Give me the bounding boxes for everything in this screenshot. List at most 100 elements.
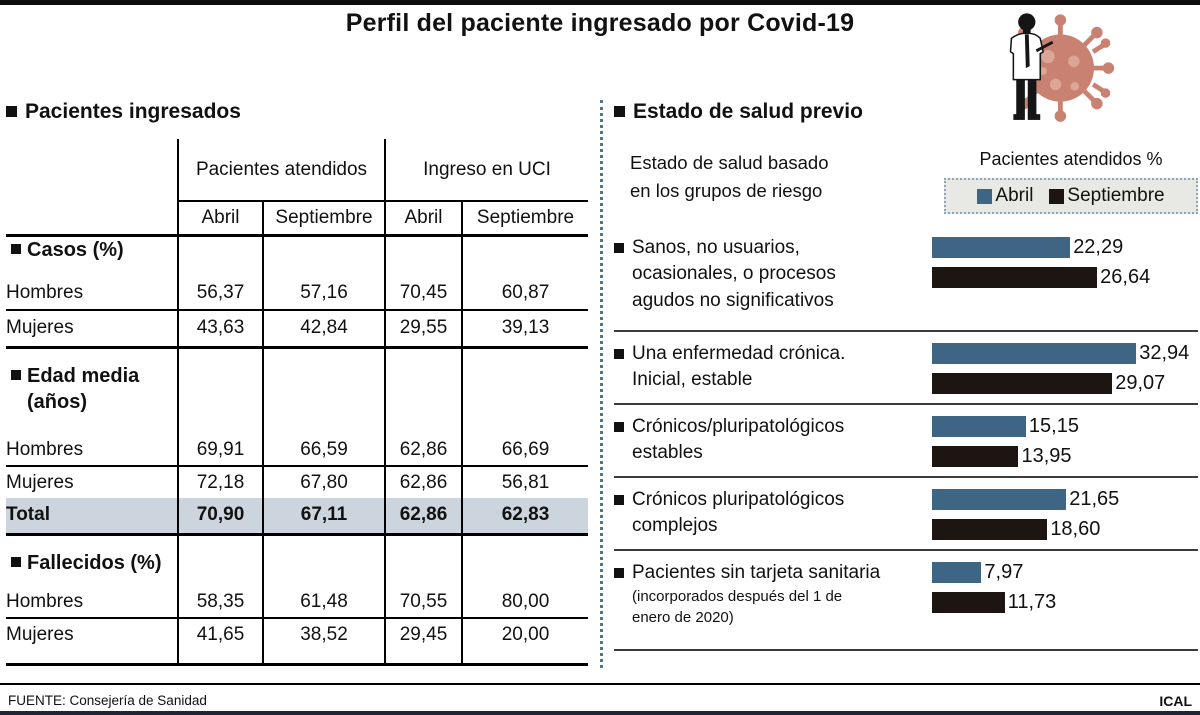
table-cell: 61,48 [262,586,385,620]
bar-abril-fill [932,562,982,584]
square-bullet-icon [11,556,21,567]
table-cell: 62,83 [460,498,589,536]
table-row: Hombres 56,37 57,16 70,45 60,87 [6,277,589,312]
section-title-pacientes-ingresados: Pacientes ingresados [6,100,588,123]
category-line: estables [632,442,703,464]
table-cell: 56,37 [177,277,263,312]
table-row: Mujeres 72,18 67,80 62,86 56,81 [6,466,589,499]
table-cell [460,235,589,278]
bar-septiembre: 26,64 [932,266,1198,289]
bar-value-label: 21,65 [1069,488,1120,511]
table-cell [384,534,462,587]
category-line: complejos [632,515,718,537]
table-row: Mujeres 41,65 38,52 29,45 20,00 [6,618,589,666]
square-bullet-icon [614,106,625,117]
bar-septiembre: 29,07 [932,372,1198,395]
category-label: Sanos, no usuarios, ocasionales, o proce… [614,235,932,330]
legend-item-septiembre: Septiembre [1049,185,1165,207]
section-row-fallecidos: Fallecidos (%) [6,534,178,586]
bar-abril: 21,65 [932,488,1198,511]
bar-value-label: 29,07 [1115,372,1166,395]
bar-septiembre-fill [932,592,1005,614]
source-credit: FUENTE: Consejería de Sanidad [8,693,207,708]
category-label: Crónicos pluripatológicos complejos [614,487,932,549]
bar-value-label: 22,29 [1073,236,1124,259]
table-cell: 20,00 [460,618,589,666]
bar-value-label: 11,73 [1007,591,1057,614]
bar-abril: 32,94 [932,342,1198,365]
bar-category-row: Crónicos pluripatológicos complejos 21,6… [614,476,1198,549]
bar-abril-fill [932,416,1026,438]
square-bullet-icon [11,243,21,254]
table-row: Hombres 58,35 61,48 70,55 80,00 [6,586,589,620]
category-bars: 21,65 18,60 [932,487,1198,549]
table-group-header-row: Pacientes atendidos Ingreso en UCI [6,139,589,203]
section-row-edad-media: Edad media (años) [6,347,178,435]
bar-category-row: Pacientes sin tarjeta sanitaria (incorpo… [614,549,1198,649]
category-line: Crónicos pluripatológicos [632,489,845,511]
table-total-row: Total 70,90 67,11 62,86 62,83 [6,498,589,536]
table-cell: 62,86 [384,498,462,536]
month-header-abril-1: Abril [177,201,263,237]
table-cell: 42,84 [262,310,385,349]
table-cell: 69,91 [177,435,263,468]
axis-title: Pacientes atendidos % [979,149,1163,170]
category-bars: 22,29 26,64 [932,235,1198,330]
row-label: Hombres [6,277,178,312]
bar-septiembre: 11,73 [932,591,1198,614]
row-label: Total [6,498,178,536]
category-bars: 15,15 13,95 [932,414,1198,476]
table-cell [384,347,462,436]
bar-septiembre-fill [932,446,1019,468]
dotted-section-divider [600,100,603,668]
chart-axis-block: Pacientes atendidos % Abril Septiembre [944,149,1198,215]
legend-item-abril: Abril [977,185,1033,207]
square-bullet-icon [614,568,624,579]
table-cell: 70,45 [384,277,462,312]
section-title-text: Pacientes ingresados [25,100,241,123]
month-header-septiembre-2: Septiembre [460,201,589,237]
table-cell: 80,00 [460,586,589,620]
table-cell: 70,90 [177,498,263,536]
table-cell: 58,35 [177,586,263,620]
bar-value-label: 18,60 [1050,518,1101,541]
table-cell: 29,45 [384,618,462,666]
row-label: Hombres [6,435,178,468]
table-cell: 62,86 [384,466,462,499]
table-cell [177,347,263,436]
row-label: Hombres [6,586,178,620]
subtitle-line: en los grupos de riesgo [630,179,823,201]
legend-swatch-septiembre-icon [1049,188,1065,204]
table-cell [177,235,263,278]
previous-health-section: Estado de salud previo Estado de salud b… [614,100,1198,652]
table-row: Hombres 69,91 66,59 62,86 66,69 [6,435,589,468]
category-label: Crónicos/pluripatológicos estables [614,414,932,476]
bar-abril: 7,97 [932,561,1198,584]
table-cell [6,139,178,201]
category-line: Una enfermedad crónica. [632,343,846,365]
bar-value-label: 32,94 [1139,342,1190,365]
table-section-header-row: Casos (%) [6,235,589,278]
table-cell [460,347,589,436]
table-month-header-row: Abril Septiembre Abril Septiembre [6,201,589,237]
agency-credit: ICAL [1159,693,1192,709]
category-line: Pacientes sin tarjeta sanitaria [632,562,881,584]
table-cell: 29,55 [384,310,462,349]
bar-abril: 15,15 [932,415,1198,438]
table-cell: 60,87 [460,277,589,312]
table-cell: 57,16 [262,277,385,312]
category-line: Sanos, no usuarios, [632,237,800,259]
table-cell: 62,86 [384,435,462,468]
bar-abril: 22,29 [932,236,1198,259]
table-cell [460,534,589,587]
section-row-title-line2: (años) [27,390,87,413]
legend-label: Abril [995,185,1034,207]
bar-category-row: Sanos, no usuarios, ocasionales, o proce… [614,226,1198,330]
category-small-line: (incorporados después del 1 de [632,588,843,606]
bar-value-label: 26,64 [1100,266,1151,289]
chart-legend: Abril Septiembre [944,178,1198,215]
square-bullet-icon [614,243,624,254]
section-row-title: Edad media [27,364,140,387]
table-row: Mujeres 43,63 42,84 29,55 39,13 [6,310,589,349]
table-cell: 38,52 [262,618,385,666]
